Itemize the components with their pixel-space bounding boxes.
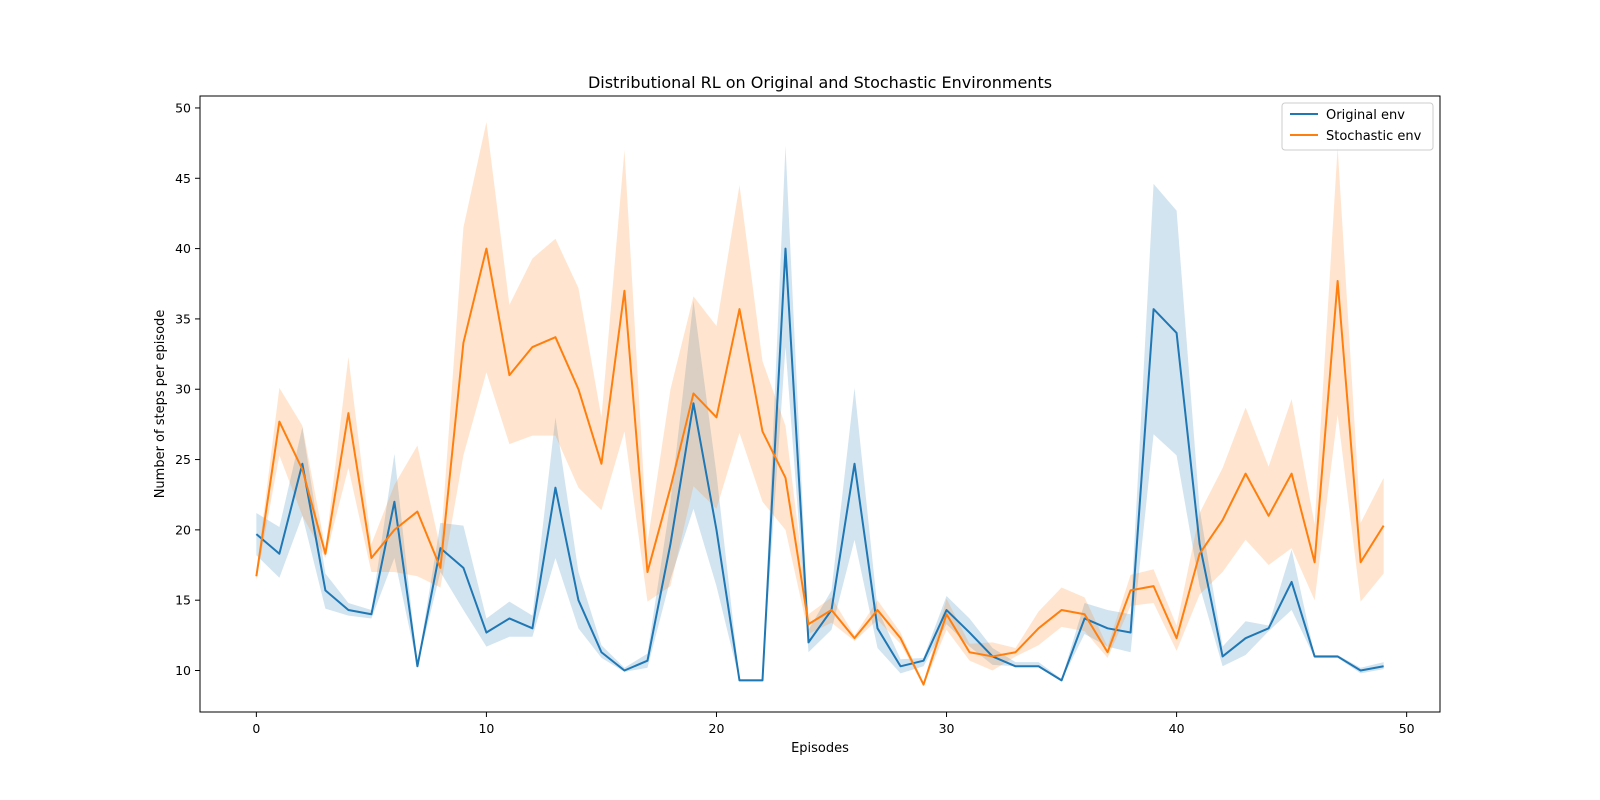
y-tick-label: 10 — [175, 663, 191, 678]
y-tick-label: 20 — [175, 522, 191, 537]
legend-label-original: Original env — [1326, 108, 1405, 123]
band-stochastic-env — [256, 122, 1384, 686]
y-tick-label: 25 — [175, 452, 191, 467]
y-axis-ticks: 10 15 20 25 30 35 40 45 50 — [175, 100, 200, 678]
x-tick-label: 30 — [939, 721, 955, 736]
chart-title: Distributional RL on Original and Stocha… — [588, 73, 1052, 92]
y-tick-label: 15 — [175, 593, 191, 608]
plot-area-frame — [199, 95, 1441, 713]
x-tick-label: 50 — [1399, 721, 1415, 736]
y-tick-label: 50 — [175, 100, 191, 115]
x-axis-label: Episodes — [791, 741, 849, 756]
y-axis-label: Number of steps per episode — [153, 310, 168, 499]
x-tick-label: 10 — [478, 721, 494, 736]
y-tick-label: 35 — [175, 311, 191, 326]
confidence-bands — [256, 122, 1384, 686]
line-original-env — [255, 247, 1384, 682]
legend: Original env Stochastic env — [1281, 102, 1434, 151]
x-tick-label: 40 — [1169, 721, 1185, 736]
legend-label-stochastic: Stochastic env — [1326, 129, 1422, 144]
legend-box — [1281, 102, 1434, 151]
y-tick-label: 30 — [175, 382, 191, 397]
series-lines — [255, 247, 1385, 686]
x-tick-label: 20 — [709, 721, 725, 736]
band-original-env — [256, 145, 1384, 681]
x-axis-ticks: 0 10 20 30 40 50 — [252, 712, 1415, 736]
line-stochastic-env — [255, 247, 1385, 686]
y-tick-label: 40 — [175, 241, 191, 256]
x-tick-label: 0 — [252, 721, 260, 736]
y-tick-label: 45 — [175, 171, 191, 186]
